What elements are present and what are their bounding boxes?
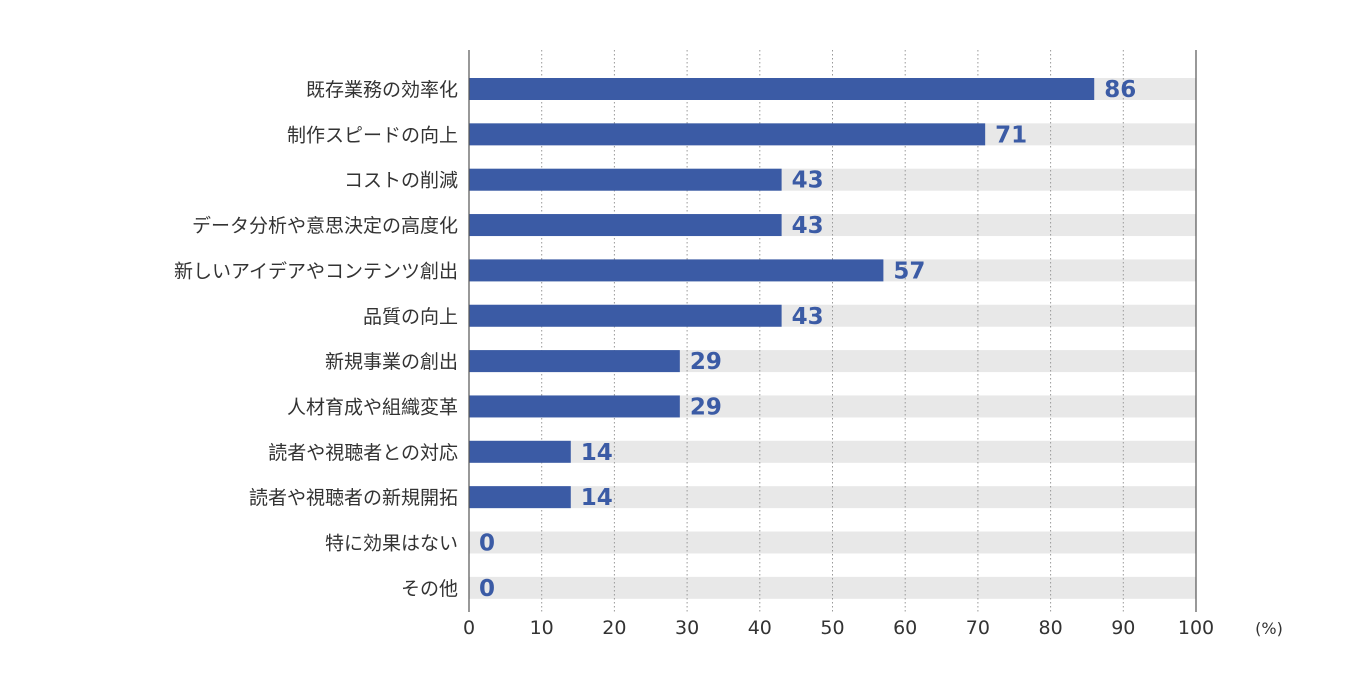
x-tick-label: 0 bbox=[463, 617, 475, 639]
bar bbox=[469, 168, 782, 191]
x-tick-label: 100 bbox=[1178, 617, 1214, 639]
value-label: 0 bbox=[479, 576, 495, 602]
x-tick-label: 70 bbox=[966, 617, 990, 639]
x-tick-label: 30 bbox=[675, 617, 699, 639]
value-label: 43 bbox=[792, 304, 824, 330]
category-label: 既存業務の効率化 bbox=[306, 79, 458, 101]
category-labels: 既存業務の効率化制作スピードの向上コストの削減データ分析や意思決定の高度化新しい… bbox=[174, 79, 458, 600]
bar bbox=[469, 259, 884, 282]
value-label: 86 bbox=[1104, 77, 1136, 103]
value-label: 14 bbox=[581, 485, 613, 511]
x-tick-label: 40 bbox=[748, 617, 772, 639]
bar bbox=[469, 350, 680, 373]
value-label: 29 bbox=[690, 394, 722, 420]
category-label: データ分析や意思決定の高度化 bbox=[192, 215, 458, 237]
x-tick-label: 60 bbox=[893, 617, 917, 639]
category-label: 人材育成や組織変革 bbox=[287, 396, 458, 418]
bars bbox=[469, 78, 1095, 509]
value-label: 14 bbox=[581, 440, 613, 466]
value-label: 71 bbox=[995, 122, 1027, 148]
x-tick-label: 50 bbox=[820, 617, 844, 639]
bar bbox=[469, 214, 782, 237]
x-tick-label: 10 bbox=[530, 617, 554, 639]
category-label: 制作スピードの向上 bbox=[287, 124, 458, 146]
value-label: 0 bbox=[479, 531, 495, 557]
x-tick-label: 20 bbox=[602, 617, 626, 639]
value-label: 43 bbox=[792, 213, 824, 239]
bar bbox=[469, 395, 680, 418]
bar bbox=[469, 123, 986, 146]
category-label: 新しいアイデアやコンテンツ創出 bbox=[174, 260, 458, 282]
bar-track bbox=[469, 486, 1196, 509]
bar bbox=[469, 440, 571, 463]
bar bbox=[469, 304, 782, 327]
bar-track bbox=[469, 576, 1196, 599]
value-label: 29 bbox=[690, 349, 722, 375]
category-label: その他 bbox=[401, 578, 458, 600]
bar bbox=[469, 486, 571, 509]
bar-track bbox=[469, 440, 1196, 463]
x-tick-label: 80 bbox=[1039, 617, 1063, 639]
value-label: 57 bbox=[893, 258, 925, 284]
x-tick-label: 90 bbox=[1111, 617, 1135, 639]
category-label: 特に効果はない bbox=[325, 533, 458, 555]
category-label: 読者や視聴者の新規開拓 bbox=[249, 487, 458, 509]
category-label: 読者や視聴者との対応 bbox=[268, 442, 458, 464]
x-tick-labels: 0 10 20 30 40 50 60 70 80 90 100 bbox=[463, 617, 1214, 639]
category-label: 品質の向上 bbox=[363, 306, 458, 328]
unit-label: (%) bbox=[1255, 619, 1283, 638]
category-label: 新規事業の創出 bbox=[325, 351, 458, 373]
grid-lines bbox=[541, 50, 1124, 612]
category-label: コストの削減 bbox=[344, 170, 458, 192]
value-label: 43 bbox=[792, 168, 824, 194]
bar bbox=[469, 78, 1095, 100]
value-labels: 86 71 43 43 57 43 29 29 14 14 0 0 bbox=[479, 77, 1136, 602]
axes bbox=[468, 50, 1197, 612]
